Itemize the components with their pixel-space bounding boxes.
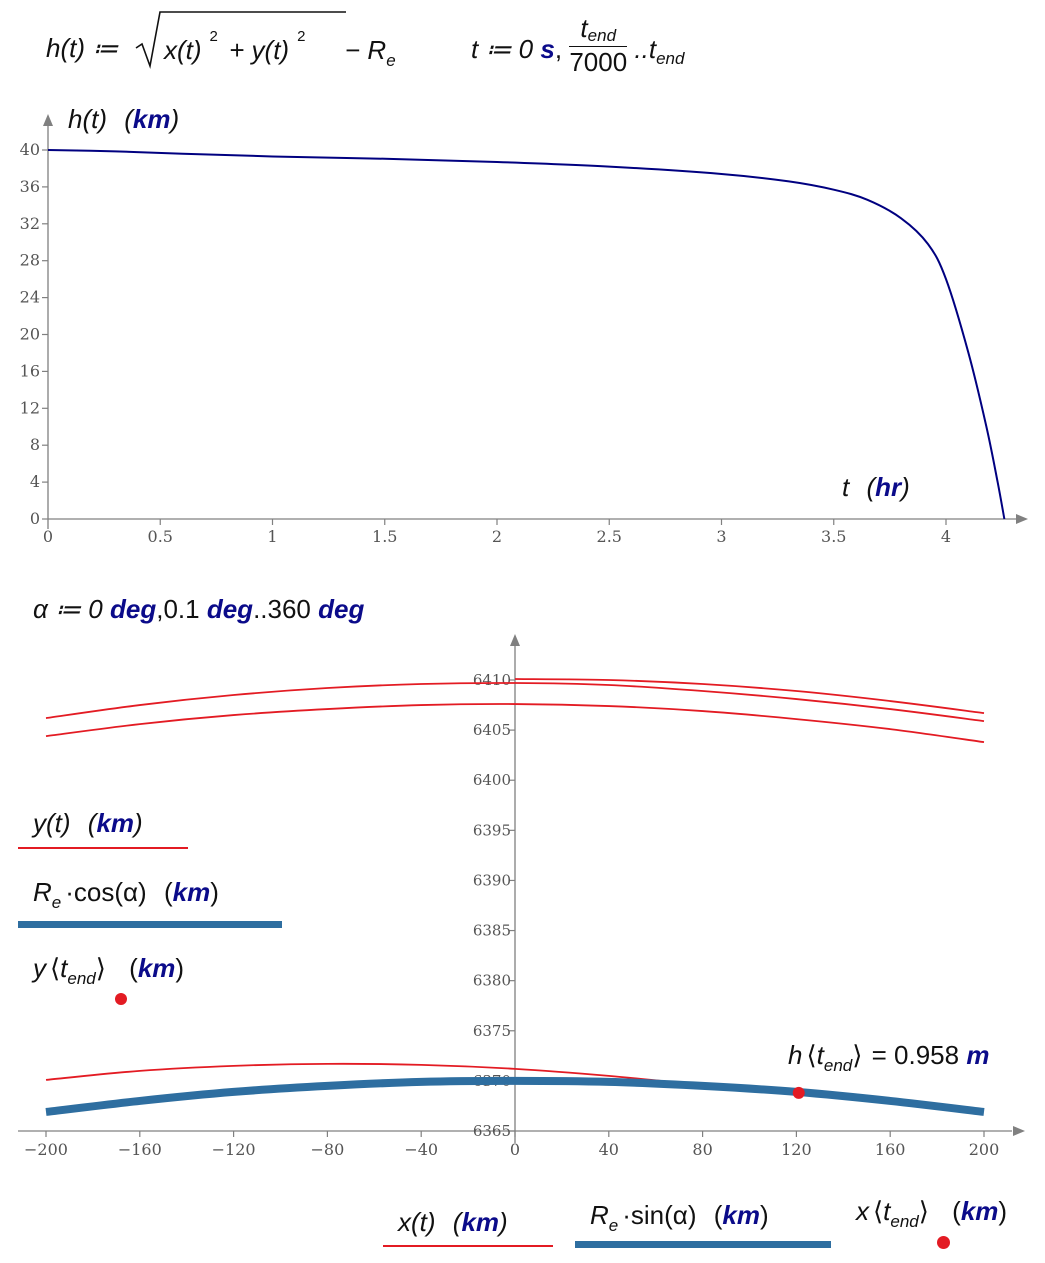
sqrt-body: x(t) 2 + y(t) 2 [164,28,306,65]
x-tick-label: 3 [716,527,726,546]
legend-y-tend-marker [115,993,127,1005]
x-tick-label: 3.5 [821,527,846,546]
x-tick-label: 160 [875,1140,906,1159]
y-tick-label: 12 [20,398,40,417]
y-tick-label: 0 [30,509,40,528]
alpha-definition: α ≔ 0 deg,0.1 deg..360 deg [33,594,365,624]
y-tick-label: 6410 [473,671,511,689]
y-tick-label: 24 [20,288,40,307]
legend-re-sin-swatch [575,1241,831,1248]
sqrt-sign-icon [135,11,346,70]
altitude-series-line [47,149,1006,520]
chart1-xlabel: t (hr) [842,472,910,502]
y-axis-arrow-icon [43,114,53,126]
t-step-fraction: tend 7000 [569,13,628,77]
x-tick-label: −80 [311,1140,345,1159]
y-tick-label: 6375 [473,1022,511,1040]
legend-x-tend: x ⟨tend⟩ (km) [856,1196,1008,1231]
y-tick-label: 20 [20,325,40,344]
h-tend-annotation: h ⟨tend⟩ = 0.958 m [788,1040,990,1075]
y-tick-label: 6400 [473,771,511,789]
y-tick-label: 6365 [473,1122,511,1140]
trajectory-line-0 [45,682,985,722]
y-tick-label: 6405 [473,721,511,739]
chart1-ylabel: h(t) (km) [68,104,180,134]
legend-x-t: x(t) (km) [398,1207,508,1237]
impact-point-marker [792,1086,805,1099]
x-axis-arrow-icon [1016,514,1028,524]
legend-y-tend: y ⟨tend⟩ (km) [33,953,185,988]
y-tick-label: 36 [20,177,40,196]
x-tick-label: 0 [510,1140,520,1159]
legend-re-sin: Re ·sin(α) (km) [590,1200,769,1235]
legend-x-tend-marker [937,1236,950,1249]
y-tick-label: 6390 [473,871,511,889]
y-tick-label: 32 [20,214,40,233]
x-tick-label: −160 [118,1140,162,1159]
y-tick-label: 4 [30,472,40,491]
h-definition: h(t) ≔ [46,33,118,64]
y-tick-label: 8 [30,435,40,454]
trajectory-line-2 [45,703,985,744]
x-tick-label: 2 [492,527,502,546]
t-range-definition: t ≔ 0 s, tend 7000 ..tend [471,13,685,77]
x-tick-label: −200 [24,1140,68,1159]
earth-surface-line [45,1076,985,1116]
h-def-lhs: h(t) ≔ [46,33,119,63]
x-tick-label: 4 [941,527,951,546]
x-tick-label: 0.5 [148,527,173,546]
x-tick-label: 0 [43,527,53,546]
y-tick-label: 6395 [473,821,511,839]
legend-x-t-swatch [383,1245,553,1247]
trajectory-line-1 [514,678,985,714]
y-tick-label: 6385 [473,922,511,940]
x-tick-label: −40 [404,1140,438,1159]
x-tick-label: 1 [267,527,277,546]
y-tick-label: 6380 [473,972,511,990]
y-axis-arrow-icon [510,634,520,646]
x-axis-arrow-icon [1013,1126,1025,1136]
legend-y-t-swatch [18,847,188,849]
x-tick-label: 200 [969,1140,1000,1159]
minus-re: − Re [345,35,396,70]
x-tick-label: 1.5 [372,527,397,546]
x-tick-label: 120 [781,1140,812,1159]
legend-re-cos: Re ·cos(α) (km) [33,877,219,912]
x-tick-label: 80 [692,1140,712,1159]
x-tick-label: 40 [599,1140,619,1159]
x-tick-label: −120 [212,1140,256,1159]
y-tick-label: 40 [20,140,40,159]
trajectory-chart: −200 −160 −120 −80 −40 0 40 80 120 160 20063656370… [18,634,1025,1159]
y-tick-label: 16 [20,361,40,380]
y-tick-label: 28 [20,251,40,270]
legend-y-t: y(t) (km) [33,808,143,838]
legend-re-cos-swatch [18,921,282,928]
t-unit-s: s [540,34,555,65]
x-tick-label: 2.5 [597,527,622,546]
